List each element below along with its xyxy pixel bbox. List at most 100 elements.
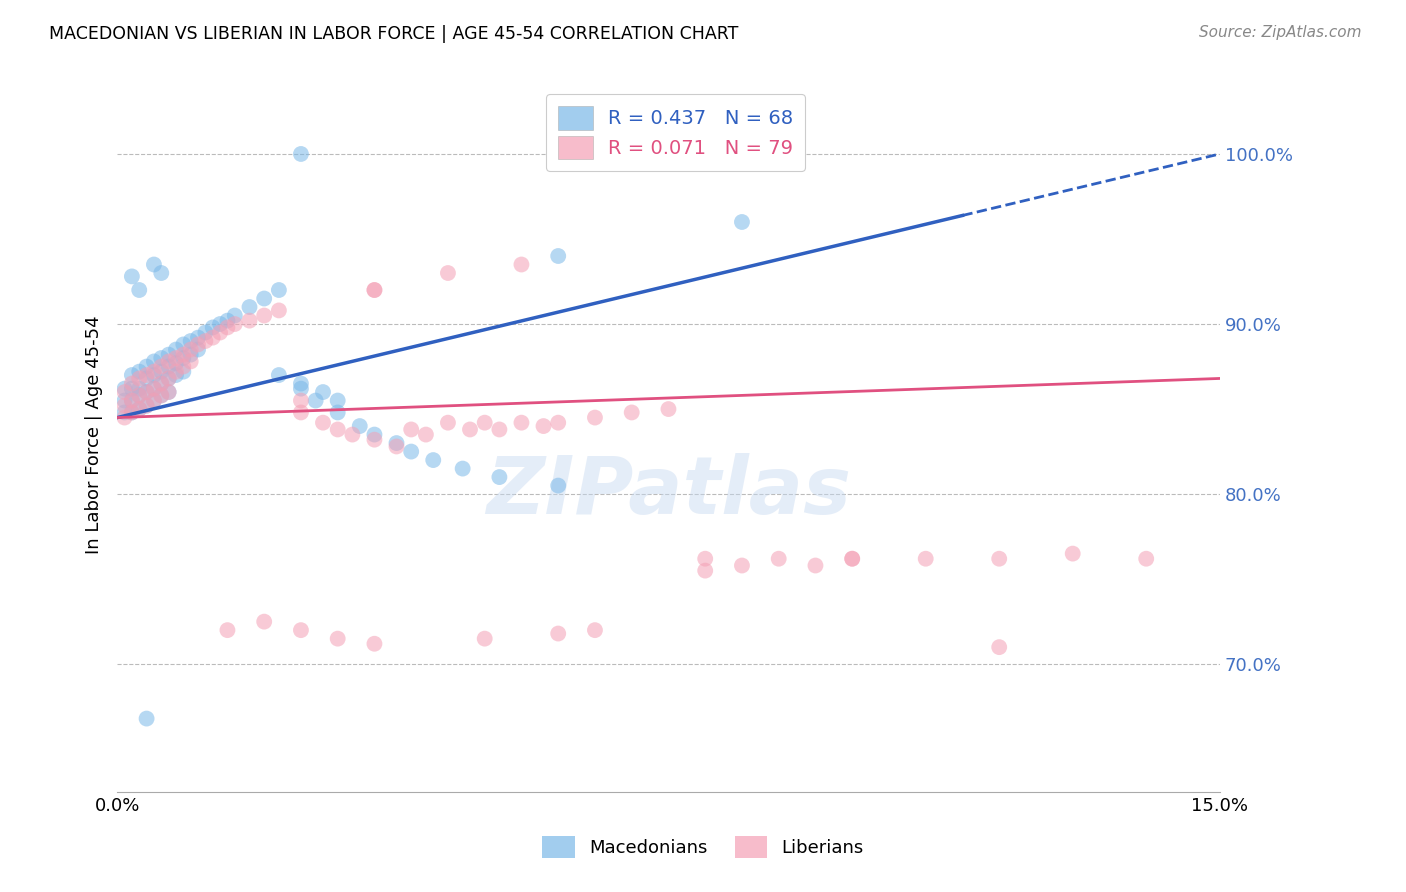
Point [342,427,364,442]
Point [217,313,239,327]
Point [399,422,422,436]
Point [209,317,232,331]
Point [187,343,209,357]
Point [157,371,180,385]
Point [385,440,408,454]
Point [988,551,1011,566]
Point [510,416,533,430]
Point [121,393,143,408]
Point [326,422,349,436]
Point [157,371,180,385]
Point [172,359,194,374]
Point [128,382,150,396]
Point [165,368,187,382]
Y-axis label: In Labor Force | Age 45-54: In Labor Force | Age 45-54 [86,315,103,554]
Text: ZIPatlas: ZIPatlas [486,453,851,531]
Point [363,427,385,442]
Point [121,368,143,382]
Point [121,405,143,419]
Point [121,376,143,391]
Point [488,470,510,484]
Point [1135,551,1157,566]
Point [142,393,165,408]
Point [150,351,173,365]
Point [121,382,143,396]
Point [695,551,717,566]
Point [150,376,173,391]
Point [135,385,157,400]
Point [437,266,460,280]
Point [128,402,150,417]
Point [135,368,157,382]
Point [172,337,194,351]
Point [224,309,246,323]
Point [290,623,312,637]
Point [451,461,474,475]
Point [165,351,187,365]
Point [267,368,290,382]
Point [326,393,349,408]
Point [363,283,385,297]
Point [194,334,217,348]
Point [121,269,143,284]
Point [128,371,150,385]
Point [253,309,276,323]
Point [135,359,157,374]
Point [253,615,276,629]
Point [114,410,136,425]
Point [547,478,569,492]
Point [474,416,496,430]
Point [326,405,349,419]
Point [187,337,209,351]
Point [290,376,312,391]
Point [312,416,335,430]
Point [290,393,312,408]
Point [180,334,202,348]
Point [657,402,679,417]
Point [180,348,202,362]
Point [547,249,569,263]
Point [142,368,165,382]
Point [224,317,246,331]
Point [157,359,180,374]
Point [238,300,260,314]
Point [768,551,790,566]
Point [201,331,224,345]
Point [804,558,827,573]
Point [290,405,312,419]
Point [114,382,136,396]
Point [165,356,187,370]
Point [142,382,165,396]
Point [488,422,510,436]
Point [547,416,569,430]
Point [533,419,555,434]
Point [415,427,437,442]
Point [731,558,754,573]
Point [128,402,150,417]
Point [731,215,754,229]
Point [172,365,194,379]
Point [841,551,863,566]
Point [150,266,173,280]
Point [114,385,136,400]
Point [165,343,187,357]
Point [253,292,276,306]
Point [128,388,150,402]
Point [150,376,173,391]
Point [165,365,187,379]
Point [290,382,312,396]
Point [121,405,143,419]
Point [114,393,136,408]
Point [547,626,569,640]
Point [135,371,157,385]
Point [157,348,180,362]
Point [363,433,385,447]
Point [150,388,173,402]
Point [363,283,385,297]
Point [142,258,165,272]
Legend: R = 0.437   N = 68, R = 0.071   N = 79: R = 0.437 N = 68, R = 0.071 N = 79 [546,95,804,171]
Point [583,623,606,637]
Point [180,354,202,368]
Point [326,632,349,646]
Point [135,385,157,400]
